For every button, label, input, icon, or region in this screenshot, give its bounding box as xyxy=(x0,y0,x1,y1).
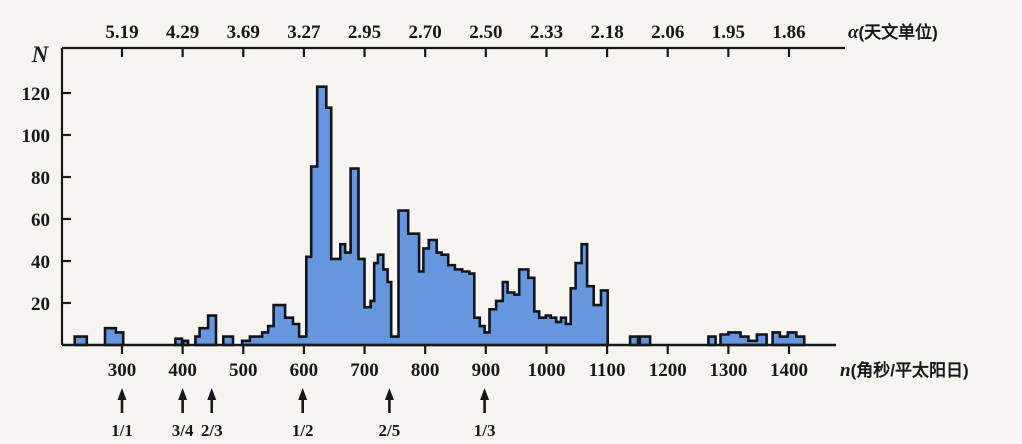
y-axis-tick-label-80: 80 xyxy=(31,168,50,189)
resonance-label-1-3: 1/3 xyxy=(474,421,496,440)
y-axis-title: N xyxy=(31,42,50,67)
bottom-axis-tick-label-800: 800 xyxy=(411,360,440,381)
top-axis-tick-label-4.29: 4.29 xyxy=(166,22,199,43)
y-axis-tick-label-120: 120 xyxy=(22,84,51,105)
histogram-bars-run-10 xyxy=(719,331,768,347)
up-arrow-icon-1-3 xyxy=(480,388,490,400)
histogram-bars-run-5 xyxy=(222,335,235,347)
up-arrow-icon-2-5 xyxy=(384,388,394,400)
top-axis-tick-label-2.06: 2.06 xyxy=(651,22,684,43)
y-axis-tick-label-60: 60 xyxy=(31,210,50,231)
y-axis-tick-label-20: 20 xyxy=(31,294,50,315)
histogram-bars-run-1 xyxy=(103,326,125,347)
bottom-axis-tick-label-1100: 1100 xyxy=(589,360,626,381)
histogram-bars-run-11 xyxy=(771,331,806,347)
top-axis-tick-label-1.86: 1.86 xyxy=(772,22,805,43)
resonance-label-1-2: 1/2 xyxy=(292,421,314,440)
bottom-axis-tick-label-1200: 1200 xyxy=(649,360,687,381)
bottom-axis-tick-label-500: 500 xyxy=(229,360,258,381)
bottom-axis-unit-label: n(角秒/平太阳日) xyxy=(840,360,969,381)
up-arrow-icon-1-1 xyxy=(117,388,127,400)
up-arrow-icon-3-4 xyxy=(178,388,188,400)
y-axis-tick-label-100: 100 xyxy=(22,126,51,147)
histogram-bars-run-9 xyxy=(707,335,717,347)
up-arrow-icon-2-3 xyxy=(207,388,217,400)
top-axis-tick-label-2.70: 2.70 xyxy=(409,22,442,43)
top-axis-tick-label-2.50: 2.50 xyxy=(469,22,502,43)
top-axis-tick-label-2.95: 2.95 xyxy=(348,22,381,43)
y-axis-tick-label-40: 40 xyxy=(31,252,50,273)
top-axis-tick-label-3.69: 3.69 xyxy=(227,22,260,43)
top-axis-tick-label-2.18: 2.18 xyxy=(590,22,623,43)
bottom-axis-tick-label-700: 700 xyxy=(350,360,379,381)
top-axis-tick-label-1.95: 1.95 xyxy=(712,22,745,43)
top-axis-tick-label-5.19: 5.19 xyxy=(105,22,138,43)
histogram-bars-run-4 xyxy=(194,314,218,347)
bottom-axis-tick-label-1400: 1400 xyxy=(770,360,808,381)
top-axis-unit-label: α(天文单位) xyxy=(848,22,938,43)
histogram-bars-run-7 xyxy=(628,335,640,347)
resonance-label-1-1: 1/1 xyxy=(111,421,133,440)
resonance-label-3-4: 3/4 xyxy=(172,421,194,440)
top-axis-tick-label-3.27: 3.27 xyxy=(287,22,321,43)
bottom-axis-tick-label-900: 900 xyxy=(472,360,501,381)
bottom-axis-tick-label-400: 400 xyxy=(168,360,197,381)
histogram-bars-run-0 xyxy=(73,335,89,347)
bottom-axis-tick-label-300: 300 xyxy=(108,360,137,381)
resonance-label-2-3: 2/3 xyxy=(201,421,223,440)
bottom-axis-tick-label-1000: 1000 xyxy=(527,360,565,381)
bottom-axis-tick-label-1300: 1300 xyxy=(709,360,747,381)
histogram-bars-run-6 xyxy=(240,85,609,347)
top-axis-tick-label-2.33: 2.33 xyxy=(530,22,563,43)
histogram-bars-run-8 xyxy=(638,335,652,347)
up-arrow-icon-1-2 xyxy=(298,388,308,400)
bottom-axis-tick-label-600: 600 xyxy=(290,360,319,381)
resonance-label-2-5: 2/5 xyxy=(379,421,401,440)
